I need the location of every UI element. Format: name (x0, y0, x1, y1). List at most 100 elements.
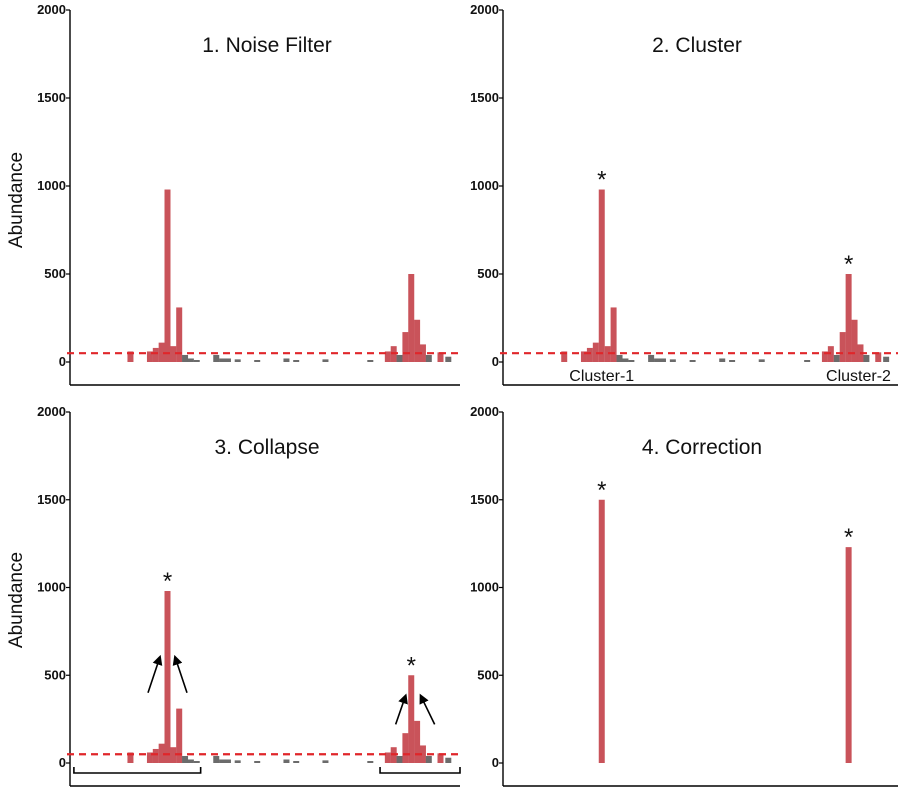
noise-bar (804, 360, 811, 362)
signal-bar (152, 748, 159, 763)
y-tick-label: 2000 (470, 404, 499, 419)
noise-bar (182, 755, 189, 763)
signal-bar (839, 332, 846, 362)
y-tick-label: 500 (44, 667, 66, 682)
noise-bar (193, 360, 200, 362)
noise-bar (224, 358, 231, 362)
noise-bar (187, 759, 194, 763)
signal-bar (419, 745, 426, 763)
signal-bar (419, 344, 426, 362)
signal-bar (414, 720, 421, 763)
peak-star: * (163, 568, 172, 595)
signal-bar (845, 547, 852, 763)
noise-bar (689, 360, 696, 362)
signal-bar (875, 352, 882, 362)
signal-bar (845, 274, 852, 362)
panel-collapse: 0 500 1000 1500 2000 3. Collapse Abundance * * (6, 404, 461, 787)
noise-bar (719, 358, 726, 362)
y-tick-label: 1500 (470, 90, 499, 105)
signal-bar (164, 591, 171, 763)
noise-bar (219, 759, 226, 763)
noise-bar (213, 354, 220, 362)
noise-bar (833, 354, 840, 362)
signal-bar (146, 351, 153, 362)
noise-bar (254, 761, 261, 763)
noise-bar (293, 761, 300, 763)
cluster-bracket (379, 767, 461, 774)
noise-bar (425, 755, 432, 763)
signal-bar (170, 346, 177, 362)
signal-bar (158, 743, 165, 763)
signal-bar (851, 319, 858, 362)
cluster-bracket (73, 767, 202, 774)
signal-bar (598, 499, 605, 763)
y-tick-label: 1500 (37, 492, 66, 507)
noise-bar (616, 354, 623, 362)
peak-star: * (844, 251, 853, 278)
y-axis-label: Abundance (6, 152, 27, 248)
signal-bar (164, 189, 171, 362)
cluster-label: Cluster-1 (569, 368, 634, 385)
panel-title: 3. Collapse (214, 436, 319, 459)
signal-bar (610, 307, 617, 362)
peak-star: * (597, 167, 606, 194)
y-tick-label: 0 (59, 354, 66, 369)
signal-bar (384, 351, 391, 362)
signal-bar (592, 342, 599, 362)
noise-bar (622, 358, 629, 362)
y-tick-label: 0 (492, 354, 499, 369)
noise-bar (224, 759, 231, 763)
y-tick-label: 1000 (470, 580, 499, 595)
y-tick-label: 1500 (37, 90, 66, 105)
noise-bar (254, 360, 261, 362)
y-tick-label: 2000 (37, 2, 66, 17)
y-axis-label: Abundance (6, 552, 27, 648)
signal-bar (146, 752, 153, 763)
panel-title: 2. Cluster (652, 34, 742, 57)
noise-bar (758, 359, 765, 362)
noise-bar (648, 354, 655, 362)
signal-bar (170, 747, 177, 763)
y-tick-label: 1000 (37, 178, 66, 193)
noise-bar (367, 761, 374, 763)
noise-bar (669, 359, 676, 362)
noise-bar (445, 356, 452, 362)
collapse-arrow (172, 654, 188, 694)
signal-bar (158, 342, 165, 362)
noise-bar (654, 358, 661, 362)
signal-bar (127, 752, 134, 763)
y-tick-label: 2000 (37, 404, 66, 419)
noise-bar (283, 759, 290, 763)
collapse-arrow (147, 654, 163, 694)
noise-bar (234, 359, 241, 362)
signal-bar (561, 351, 568, 362)
signal-bar (580, 351, 587, 362)
panel-noise-filter: 0 500 1000 1500 2000 1. Noise Filter Abundance (6, 2, 460, 386)
noise-bar (445, 757, 452, 763)
noise-bar (396, 354, 403, 362)
noise-bar (193, 761, 200, 763)
panel-title: 4. Correction (642, 436, 762, 459)
peak-star: * (407, 652, 416, 679)
y-tick-label: 500 (477, 266, 499, 281)
noise-bar (628, 360, 635, 362)
noise-bar (213, 755, 220, 763)
cluster-label: Cluster-2 (826, 368, 891, 385)
peak-star: * (844, 524, 853, 551)
y-tick-label: 500 (44, 266, 66, 281)
signal-bar (152, 347, 159, 362)
collapse-arrow (419, 693, 436, 725)
noise-bar (187, 358, 194, 362)
collapse-arrow (394, 693, 408, 725)
y-tick-label: 0 (59, 755, 66, 770)
signal-bar (414, 319, 421, 362)
noise-bar (396, 755, 403, 763)
signal-bar (408, 675, 415, 763)
noise-bar (863, 354, 870, 362)
y-tick-label: 500 (477, 667, 499, 682)
panel-correction: 0 500 1000 1500 2000 4. Correction * * (470, 404, 898, 787)
noise-bar (425, 354, 432, 362)
noise-bar (367, 360, 374, 362)
noise-bar (219, 358, 226, 362)
